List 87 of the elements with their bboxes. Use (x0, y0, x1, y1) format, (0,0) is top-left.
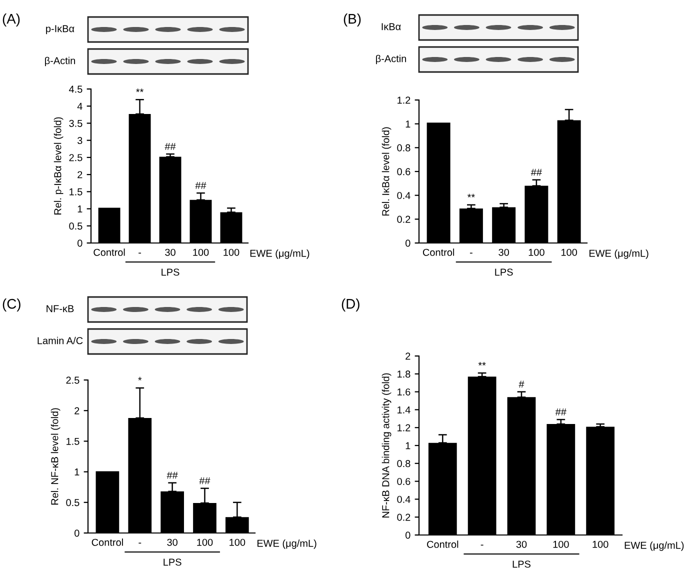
y-tick-label: 0.8 (397, 460, 410, 468)
annotation: # (518, 380, 524, 388)
y-tick-label: 0.6 (397, 168, 410, 176)
y-tick-label: 0.2 (397, 216, 410, 223)
x-tick-label: - (470, 252, 472, 254)
x-tick-label: Control (94, 248, 125, 256)
y-tick-label: 2.5 (69, 154, 82, 162)
annotation: ** (478, 362, 486, 366)
annotation: ## (164, 143, 176, 150)
text: LPS (164, 558, 182, 566)
annotation: ## (199, 477, 210, 484)
y-tick-label: 0.2 (397, 514, 410, 521)
x-tick-label: 100 (224, 248, 240, 256)
text: Lamin A/C (38, 336, 83, 344)
x-tick-label: Control (92, 538, 123, 546)
y-tick-label: 0.4 (397, 496, 410, 503)
y-tick-label: 0.5 (69, 222, 82, 230)
x-tick-label: 30 (516, 540, 527, 548)
y-tick-label: 3 (77, 136, 82, 144)
x-tick-label: 100 (592, 540, 608, 548)
y-tick-label: 1.8 (398, 370, 410, 378)
annotation: ## (530, 168, 542, 176)
x-tick-label: Control (422, 248, 454, 256)
y-tick-label: 0 (74, 530, 80, 537)
y-tick-label: 1.2 (398, 96, 410, 104)
x-tick-label: 30 (498, 248, 509, 256)
text: p-IκBα (46, 25, 74, 34)
annotation: ## (195, 182, 206, 189)
y-axis-title: Rel. NF-κB level (fold) (50, 408, 60, 505)
chart-title: (A) (2, 14, 20, 26)
x-tick-label: 100 (553, 540, 569, 548)
x-axis-title: EWE (μg/mL) (250, 250, 310, 259)
y-tick-label: 2 (78, 171, 82, 178)
y-tick-label: 0 (77, 240, 82, 247)
y-tick-label: 1.2 (398, 424, 410, 432)
y-tick-label: 1 (74, 468, 80, 476)
y-tick-label: 4 (77, 102, 82, 110)
text: β-Actin (45, 56, 76, 66)
text: β-Actin (376, 54, 406, 64)
x-tick-label: 100 (528, 248, 544, 256)
x-axis-title: EWE (μg/mL) (257, 540, 316, 549)
y-tick-label: 2 (406, 352, 410, 360)
chart-title: (B) (344, 14, 361, 26)
x-tick-label: - (138, 542, 142, 544)
annotation: ## (555, 408, 566, 416)
chart-title: (C) (2, 298, 20, 312)
y-tick-label: 2.5 (66, 376, 80, 384)
y-tick-label: 1 (78, 206, 82, 212)
y-tick-label: 1.6 (398, 388, 410, 396)
y-tick-label: 0.4 (397, 192, 410, 200)
chart-title: (D) (342, 298, 360, 312)
text: LPS (162, 268, 180, 276)
x-tick-label: 100 (197, 538, 213, 546)
y-axis-title: Rel. IκBα level (fold) (382, 127, 392, 216)
y-tick-label: 0.5 (66, 499, 80, 506)
x-tick-label: 100 (561, 248, 578, 256)
annotation: ** (467, 194, 475, 198)
x-tick-label: 100 (193, 248, 209, 256)
annotation: ## (166, 472, 178, 479)
y-tick-label: 0 (405, 240, 410, 247)
x-tick-label: Control (427, 540, 458, 548)
x-tick-label: - (138, 252, 141, 254)
y-axis-title: Rel. p-IκBα level (fold) (54, 117, 64, 214)
y-tick-label: 4.5 (68, 86, 82, 93)
y-tick-label: 1.5 (70, 188, 82, 196)
y-tick-label: 1.4 (398, 406, 410, 414)
x-tick-label: 30 (167, 538, 178, 546)
text: LPS (495, 268, 513, 276)
y-tick-label: 0.8 (397, 144, 410, 152)
y-tick-label: 2 (74, 407, 80, 414)
x-tick-label: - (480, 544, 484, 546)
text: IκBα (382, 23, 401, 30)
y-tick-label: 0 (405, 532, 410, 539)
x-tick-label: 100 (230, 538, 246, 546)
y-tick-label: 1 (406, 120, 410, 128)
x-axis-title: EWE (μg/mL) (590, 250, 648, 259)
text: LPS (512, 560, 530, 568)
x-axis-title: EWE (μg/mL) (624, 542, 684, 551)
y-tick-label: 1.5 (66, 438, 80, 445)
y-tick-label: 0.6 (397, 478, 410, 486)
y-axis-title: NF-κB DNA binding activity (fold) (382, 373, 392, 518)
text: NF-κB (46, 305, 74, 312)
y-tick-label: 1 (406, 442, 410, 450)
annotation: ** (136, 88, 144, 92)
y-tick-label: 3.5 (69, 120, 82, 127)
annotation: * (138, 376, 142, 380)
x-tick-label: 30 (165, 248, 176, 256)
